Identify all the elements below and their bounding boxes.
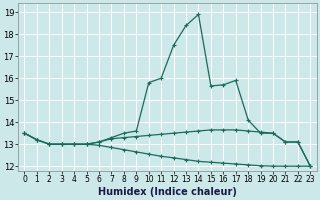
X-axis label: Humidex (Indice chaleur): Humidex (Indice chaleur): [98, 187, 237, 197]
